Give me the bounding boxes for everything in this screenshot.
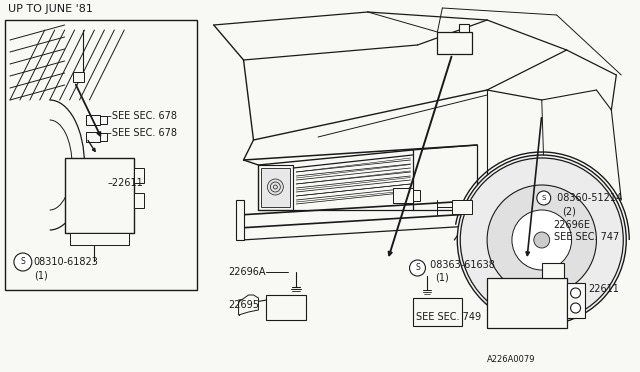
Text: 08310-61823: 08310-61823 bbox=[34, 257, 99, 267]
Circle shape bbox=[460, 158, 623, 322]
Bar bbox=[484, 186, 492, 226]
Text: S: S bbox=[20, 257, 25, 266]
Text: 22695: 22695 bbox=[228, 300, 260, 310]
Bar bbox=[100, 133, 108, 141]
Bar bbox=[542, 263, 564, 278]
Bar bbox=[86, 132, 100, 142]
Circle shape bbox=[512, 210, 572, 270]
Circle shape bbox=[14, 253, 32, 271]
Bar bbox=[266, 295, 306, 320]
Bar bbox=[86, 115, 100, 125]
Text: –SEE SEC. 678: –SEE SEC. 678 bbox=[108, 128, 177, 138]
Bar bbox=[460, 24, 469, 32]
Bar bbox=[72, 72, 84, 82]
Bar bbox=[5, 20, 197, 290]
Bar bbox=[413, 298, 462, 326]
Text: A226A0079: A226A0079 bbox=[487, 355, 536, 364]
Circle shape bbox=[537, 191, 550, 205]
Bar bbox=[236, 200, 244, 240]
Bar bbox=[70, 233, 129, 245]
Circle shape bbox=[268, 179, 284, 195]
Bar bbox=[437, 32, 472, 54]
Bar bbox=[261, 168, 291, 207]
Bar bbox=[65, 158, 134, 233]
Circle shape bbox=[534, 232, 550, 248]
Text: SEE SEC. 749: SEE SEC. 749 bbox=[415, 312, 481, 322]
Bar bbox=[134, 168, 144, 183]
Bar bbox=[566, 283, 584, 318]
Text: S: S bbox=[415, 263, 420, 273]
Bar bbox=[413, 190, 420, 201]
Text: S: S bbox=[541, 195, 546, 201]
Polygon shape bbox=[239, 295, 259, 315]
Text: 08363-61638: 08363-61638 bbox=[428, 260, 495, 270]
Circle shape bbox=[487, 185, 596, 295]
Circle shape bbox=[457, 155, 627, 325]
Bar bbox=[393, 188, 413, 203]
Text: SEE SEC. 747: SEE SEC. 747 bbox=[554, 232, 619, 242]
Text: (2): (2) bbox=[562, 206, 575, 216]
Text: 22696A: 22696A bbox=[228, 267, 266, 277]
Circle shape bbox=[270, 182, 280, 192]
Circle shape bbox=[571, 303, 580, 313]
Text: (1): (1) bbox=[435, 273, 449, 283]
Text: UP TO JUNE '81: UP TO JUNE '81 bbox=[8, 4, 93, 14]
Circle shape bbox=[273, 185, 277, 189]
Text: –22611: –22611 bbox=[108, 178, 143, 188]
Text: (1): (1) bbox=[34, 270, 47, 280]
Text: 22611: 22611 bbox=[589, 284, 620, 294]
Text: –SEE SEC. 678: –SEE SEC. 678 bbox=[108, 111, 177, 121]
Circle shape bbox=[571, 288, 580, 298]
Text: 08360-51214: 08360-51214 bbox=[554, 193, 622, 203]
Bar bbox=[134, 193, 144, 208]
Text: 22696E: 22696E bbox=[554, 220, 591, 230]
Circle shape bbox=[410, 260, 426, 276]
Bar bbox=[100, 116, 108, 124]
Bar bbox=[487, 278, 566, 328]
Bar bbox=[452, 200, 472, 214]
